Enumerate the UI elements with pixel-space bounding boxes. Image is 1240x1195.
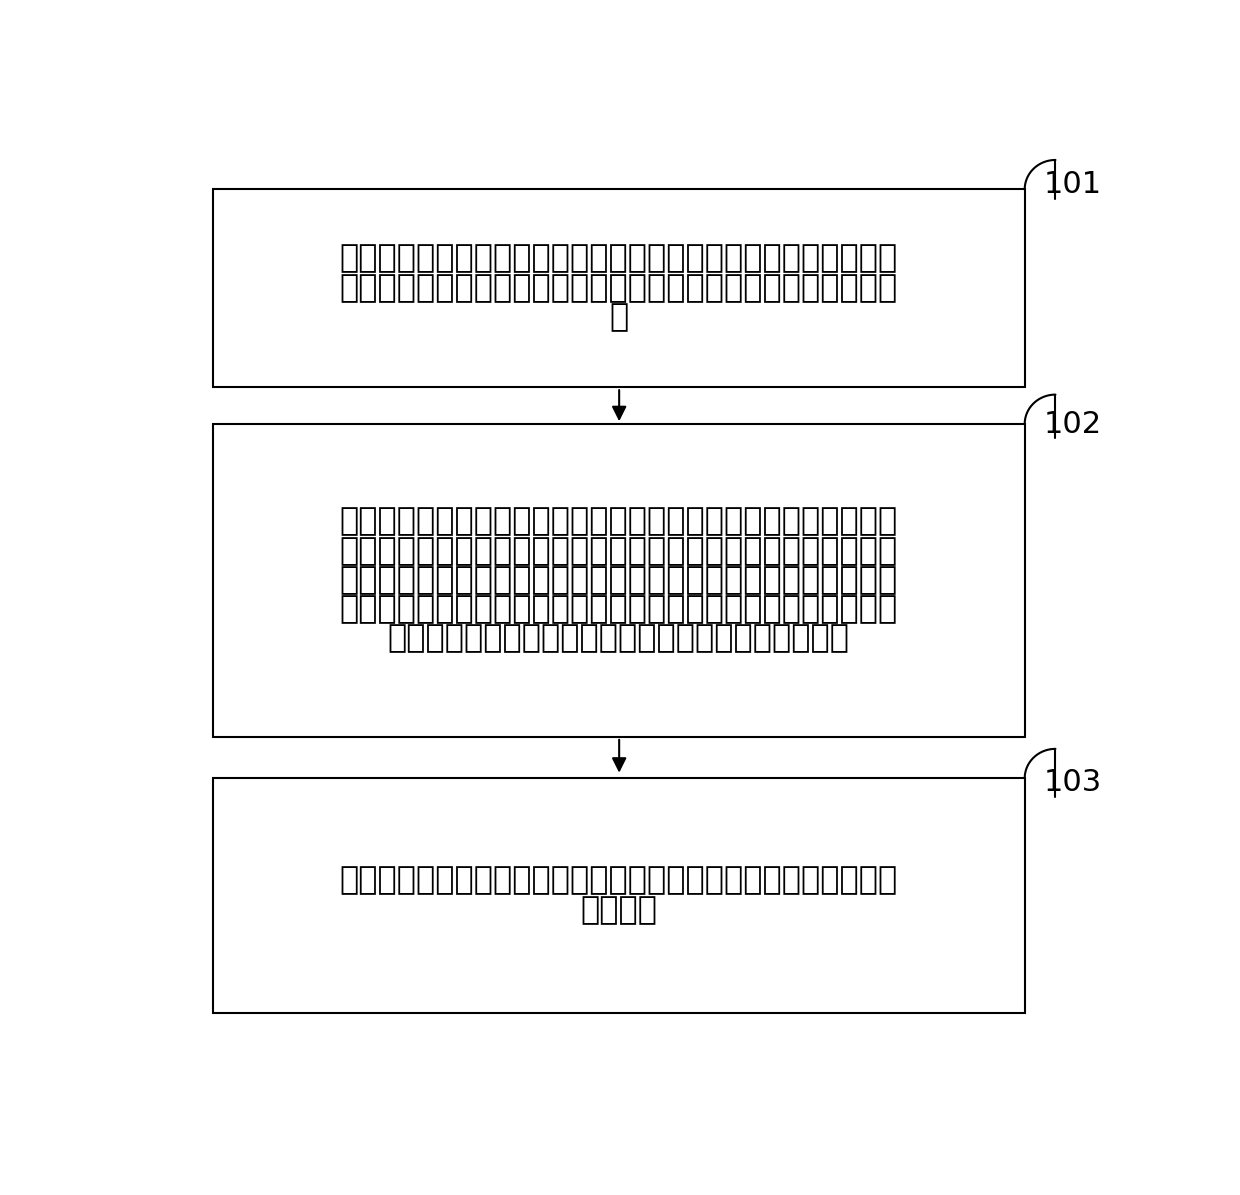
Text: 故障网元: 故障网元 xyxy=(580,895,657,926)
Text: 统计语音接通率，所述呼叫记录中至少包括语音呼叫依次经过的网: 统计语音接通率，所述呼叫记录中至少包括语音呼叫依次经过的网 xyxy=(340,272,898,304)
FancyBboxPatch shape xyxy=(213,190,1024,387)
Text: 监听网元之间的通信信令，根据监听到的通信信令生成呼叫记录并: 监听网元之间的通信信令，根据监听到的通信信令生成呼叫记录并 xyxy=(340,244,898,275)
Text: 若语音接通率小于设定阈值，则根据语音接通失败的呼叫记录的失: 若语音接通率小于设定阈值，则根据语音接通失败的呼叫记录的失 xyxy=(340,507,898,538)
FancyBboxPatch shape xyxy=(213,778,1024,1013)
FancyBboxPatch shape xyxy=(213,424,1024,737)
Text: 对所述故障定位判决集合取交集，将交集中的最后一个网元确定为: 对所述故障定位判决集合取交集，将交集中的最后一个网元确定为 xyxy=(340,865,898,896)
Text: 败原因，确定各个失败原因的失败呼叫占比，从所述失败呼叫占比: 败原因，确定各个失败原因的失败呼叫占比，从所述失败呼叫占比 xyxy=(340,535,898,566)
Text: 因导致接通失败的所有呼叫记录形成故障定位判决集合: 因导致接通失败的所有呼叫记录形成故障定位判决集合 xyxy=(388,624,849,655)
Text: 元: 元 xyxy=(609,302,629,333)
Text: 103: 103 xyxy=(1044,768,1102,797)
Text: 一失败原因，并将所述语音接通失败的呼叫记录中出于所述第一原: 一失败原因，并将所述语音接通失败的呼叫记录中出于所述第一原 xyxy=(340,594,898,625)
Text: 101: 101 xyxy=(1044,171,1102,200)
Text: 102: 102 xyxy=(1044,410,1102,439)
Text: 大于所述语音接通正常时的失败呼叫占比中选取出现次数最多的第: 大于所述语音接通正常时的失败呼叫占比中选取出现次数最多的第 xyxy=(340,565,898,596)
